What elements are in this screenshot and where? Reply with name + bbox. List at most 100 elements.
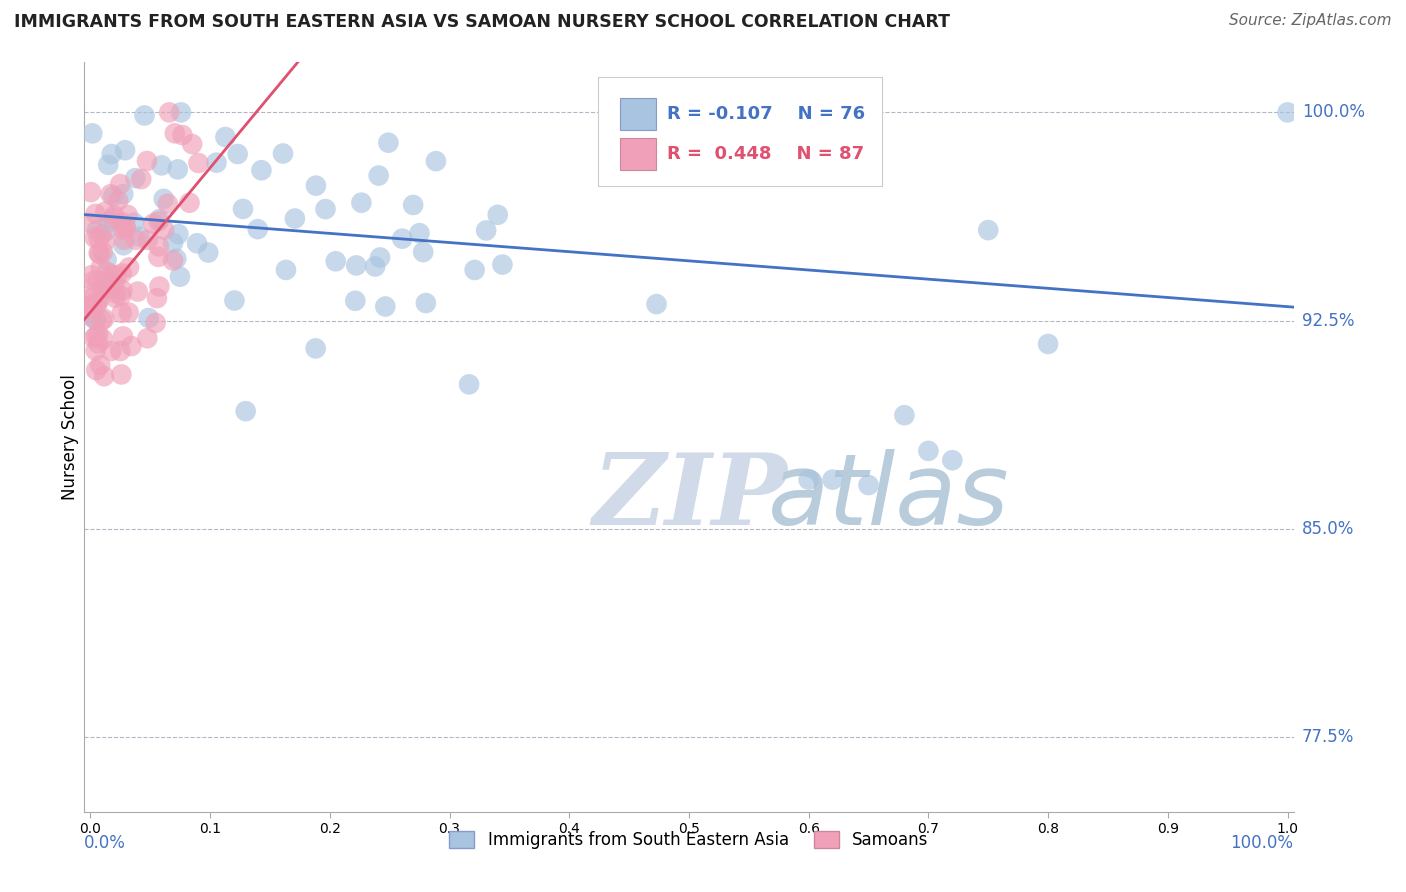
Point	[112, 187, 135, 202]
Point	[214, 130, 236, 145]
Point	[127, 285, 149, 299]
Point	[101, 211, 124, 226]
Point	[977, 223, 1000, 237]
Point	[89, 293, 111, 308]
Point	[94, 204, 117, 219]
Point	[93, 273, 115, 287]
Point	[100, 187, 122, 202]
Point	[232, 202, 254, 216]
FancyBboxPatch shape	[620, 98, 657, 130]
Point	[186, 236, 208, 251]
Point	[475, 223, 498, 237]
Point	[165, 252, 187, 266]
Point	[367, 169, 389, 183]
Point	[150, 158, 173, 172]
Point	[645, 297, 668, 311]
Point	[96, 224, 118, 238]
Text: 0.0%: 0.0%	[84, 834, 127, 852]
Point	[105, 268, 128, 283]
Point	[172, 128, 194, 142]
Point	[80, 268, 103, 283]
Point	[157, 105, 180, 120]
Point	[98, 215, 121, 229]
Text: R =  0.448    N = 87: R = 0.448 N = 87	[668, 145, 865, 163]
Point	[148, 214, 170, 228]
Point	[374, 300, 396, 314]
Point	[111, 283, 134, 297]
Point	[124, 233, 146, 247]
FancyBboxPatch shape	[620, 138, 657, 169]
Point	[84, 207, 107, 221]
Point	[94, 235, 117, 249]
Point	[142, 217, 165, 231]
Point	[486, 208, 509, 222]
Point	[89, 358, 111, 372]
Point	[1036, 337, 1059, 351]
Point	[80, 298, 103, 312]
Point	[111, 329, 134, 343]
Text: Source: ZipAtlas.com: Source: ZipAtlas.com	[1229, 13, 1392, 29]
Point	[163, 126, 186, 140]
Point	[87, 326, 110, 341]
Point	[136, 331, 159, 345]
Point	[162, 253, 184, 268]
Point	[128, 229, 150, 244]
Point	[402, 198, 425, 212]
Point	[100, 343, 122, 358]
Point	[408, 226, 430, 240]
Point	[83, 331, 105, 345]
Point	[166, 162, 188, 177]
Point	[377, 136, 399, 150]
Point	[153, 223, 176, 237]
Point	[105, 286, 128, 301]
Point	[122, 216, 145, 230]
Text: atlas: atlas	[768, 449, 1010, 546]
Point	[87, 336, 110, 351]
Point	[917, 443, 939, 458]
Point	[114, 221, 136, 235]
Point	[364, 260, 387, 274]
Point	[148, 239, 170, 253]
Point	[315, 202, 337, 216]
Point	[162, 235, 184, 250]
Text: 92.5%: 92.5%	[1302, 311, 1354, 329]
Point	[91, 244, 114, 259]
Point	[226, 147, 249, 161]
Point	[117, 208, 139, 222]
Point	[425, 154, 447, 169]
Point	[91, 333, 114, 347]
Point	[84, 329, 107, 343]
Point	[110, 368, 132, 382]
Point	[696, 158, 718, 172]
Point	[156, 196, 179, 211]
Point	[181, 137, 204, 152]
Point	[205, 155, 228, 169]
Point	[89, 247, 111, 261]
Point	[84, 343, 107, 358]
Point	[82, 285, 104, 300]
Point	[82, 298, 104, 312]
Point	[112, 238, 135, 252]
Point	[80, 301, 103, 316]
Point	[274, 263, 297, 277]
Point	[87, 274, 110, 288]
Point	[80, 185, 103, 199]
Point	[96, 265, 118, 279]
Point	[101, 268, 124, 282]
Point	[91, 282, 114, 296]
Point	[93, 311, 115, 326]
Point	[224, 293, 246, 308]
Point	[412, 245, 434, 260]
Point	[941, 453, 963, 467]
Point	[118, 305, 141, 319]
Point	[893, 408, 915, 422]
Point	[97, 158, 120, 172]
Text: 85.0%: 85.0%	[1302, 520, 1354, 538]
Point	[415, 296, 437, 310]
Point	[305, 342, 328, 356]
Point	[93, 369, 115, 384]
Point	[120, 339, 142, 353]
Point	[103, 189, 125, 203]
Point	[368, 251, 391, 265]
Point	[112, 233, 135, 247]
